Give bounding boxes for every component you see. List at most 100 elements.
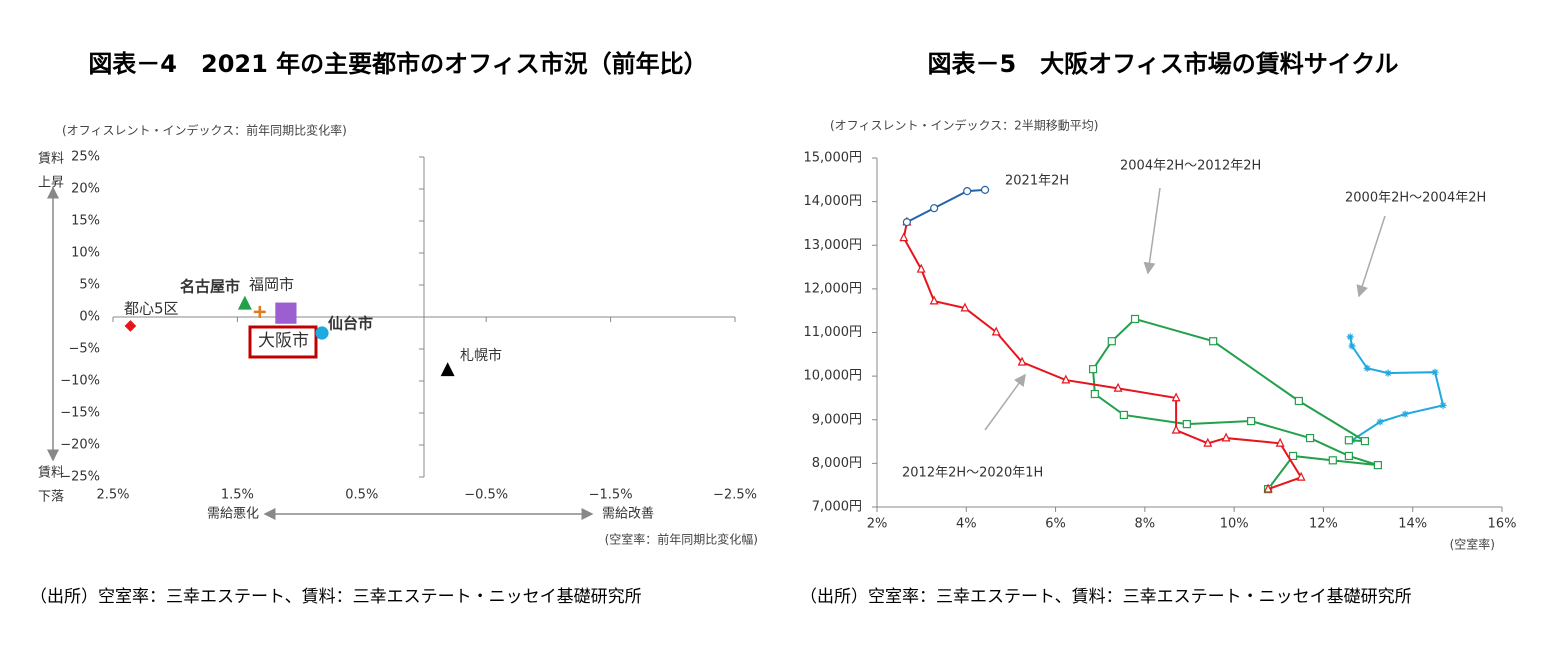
y-tick-label: 0% [79, 310, 100, 325]
marker [1017, 356, 1027, 366]
marker [1130, 314, 1140, 324]
marker [899, 232, 909, 242]
chart-title: 図表－4 2021 年の主要都市のオフィス市況（前年比） [88, 50, 707, 78]
marker [1107, 337, 1116, 346]
x-axis-label: (空室率：前年同期比変化幅) [605, 532, 758, 547]
x-tick-label: 10% [1220, 517, 1249, 532]
marker [1373, 461, 1382, 470]
series-label: 2012年2H～2020年1H [902, 466, 1043, 481]
marker [1384, 369, 1392, 377]
marker [963, 187, 972, 196]
y-up-label: 賃料 [38, 152, 64, 167]
y-tick-label: −25% [60, 470, 100, 485]
marker [1363, 364, 1371, 372]
marker [991, 326, 1001, 336]
x-tick-label: −2.5% [713, 488, 757, 503]
series-label: 福岡市 [249, 276, 294, 294]
x-tick-label: 1.5% [221, 488, 254, 503]
x-tick-label: 14% [1398, 517, 1427, 532]
y-tick-label: 10% [71, 246, 100, 261]
series-label: 名古屋市 [180, 278, 240, 296]
marker [1288, 451, 1298, 461]
pointer-arrow [984, 373, 1026, 431]
series-line [902, 221, 1303, 491]
marker [1275, 437, 1285, 447]
marker [1305, 433, 1315, 443]
y-tick-label: 7,000円 [812, 500, 862, 515]
series-label: 2021年2H [1005, 174, 1069, 189]
y-tick-label: 13,000円 [804, 238, 863, 253]
marker [929, 295, 939, 305]
y-axis-label: (オフィスレント・インデックス：2半期移動平均) [830, 118, 1098, 133]
marker [1113, 382, 1123, 392]
series-line [906, 188, 986, 224]
y-tick-label: 15,000円 [804, 151, 863, 166]
marker [1360, 437, 1370, 446]
x-tick-label: 12% [1309, 517, 1338, 532]
marker [1171, 392, 1181, 402]
marker [1088, 365, 1098, 374]
x-tick-label: 0.5% [345, 488, 378, 503]
marker [1119, 410, 1128, 420]
marker [1203, 437, 1213, 447]
series-label: 札幌市 [460, 347, 502, 364]
series-label: 都心5区 [124, 300, 179, 318]
series-label: 2000年2H～2004年2H [1345, 191, 1486, 206]
y-up-label: 上昇 [38, 176, 64, 191]
marker [315, 326, 329, 340]
y-down-label: 下落 [38, 490, 64, 505]
marker [275, 302, 297, 324]
series-label: 大阪市 [258, 331, 309, 351]
x-tick-label: 8% [1135, 517, 1156, 532]
marker [1209, 337, 1218, 346]
marker [1346, 333, 1354, 341]
marker [1221, 432, 1231, 442]
pointer-arrow [1143, 187, 1161, 275]
marker [1247, 416, 1256, 426]
marker [1263, 483, 1273, 493]
x-tick-label: 2.5% [96, 488, 129, 503]
marker [1401, 410, 1409, 418]
x-right-label: 需給改善 [602, 506, 654, 522]
marker [1296, 471, 1306, 481]
y-tick-label: 8,000円 [812, 456, 862, 471]
marker [1182, 420, 1191, 429]
y-tick-label: −20% [60, 438, 100, 453]
x-tick-label: 6% [1045, 517, 1066, 532]
marker [1061, 374, 1071, 384]
marker [1431, 368, 1439, 376]
marker [1348, 342, 1356, 350]
source: （出所）空室率：三幸エステート、賃料：三幸エステート・ニッセイ基礎研究所 [30, 587, 642, 607]
y-tick-label: −10% [60, 374, 100, 389]
marker [916, 263, 926, 273]
x-tick-label: −1.5% [589, 488, 633, 503]
y-tick-label: −5% [68, 342, 100, 357]
marker [1171, 424, 1181, 434]
marker [1344, 436, 1353, 445]
marker [960, 302, 970, 312]
highlight-box [248, 325, 318, 359]
marker [1090, 389, 1099, 399]
marker [902, 218, 912, 227]
y-tick-label: 9,000円 [812, 412, 862, 427]
y-tick-label: 12,000円 [804, 281, 863, 296]
pointer-arrow [1356, 215, 1386, 298]
y-tick-label: 11,000円 [804, 325, 863, 340]
x-left-label: 需給悪化 [207, 507, 259, 522]
y-down-label: 賃料 [38, 466, 64, 481]
x-tick-label: 2% [867, 517, 888, 532]
x-tick-label: 4% [956, 517, 977, 532]
x-tick-label: 16% [1488, 517, 1517, 532]
y-tick-label: 5% [79, 278, 100, 293]
marker [1439, 401, 1447, 409]
marker [124, 320, 137, 332]
marker [253, 305, 266, 318]
chart-title: 図表－5 大阪オフィス市場の賃料サイクル [927, 50, 1398, 78]
series-line [1349, 336, 1445, 442]
series-label: 2004年2H～2012年2H [1120, 159, 1261, 174]
marker [1328, 456, 1337, 465]
y-tick-label: 10,000円 [804, 369, 863, 384]
x-tick-label: −0.5% [464, 488, 508, 503]
series-label: 仙台市 [328, 315, 373, 333]
x-axis-label: (空室率) [1450, 537, 1495, 552]
